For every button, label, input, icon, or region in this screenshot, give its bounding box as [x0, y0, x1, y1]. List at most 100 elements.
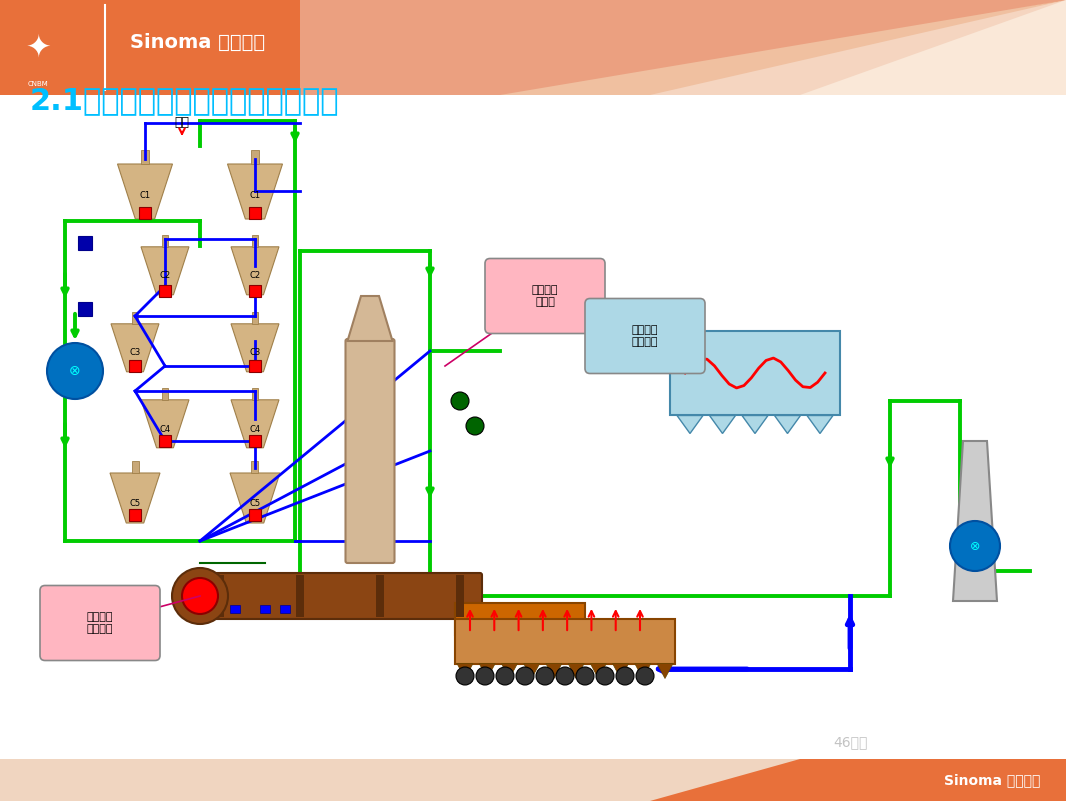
Bar: [141, 151, 149, 164]
Text: 其他废弃
物处置点: 其他废弃 物处置点: [86, 612, 113, 634]
Polygon shape: [650, 759, 1066, 801]
Polygon shape: [231, 324, 279, 372]
Polygon shape: [231, 247, 279, 295]
FancyBboxPatch shape: [455, 618, 675, 663]
Circle shape: [456, 667, 474, 685]
Circle shape: [477, 667, 494, 685]
Polygon shape: [591, 663, 607, 678]
Text: C5: C5: [249, 498, 260, 508]
Circle shape: [496, 667, 514, 685]
Bar: [159, 285, 171, 297]
Bar: [260, 605, 270, 613]
Bar: [159, 435, 171, 447]
Circle shape: [636, 667, 655, 685]
Polygon shape: [480, 663, 496, 678]
Polygon shape: [348, 296, 392, 341]
Bar: [296, 575, 304, 617]
FancyBboxPatch shape: [671, 331, 840, 416]
Bar: [131, 461, 139, 473]
Circle shape: [616, 667, 634, 685]
Text: C3: C3: [129, 348, 141, 357]
Polygon shape: [500, 0, 1066, 95]
Text: 液态废弃
物处置点: 液态废弃 物处置点: [632, 325, 658, 347]
Bar: [230, 605, 240, 613]
Circle shape: [536, 667, 554, 685]
Bar: [78, 236, 92, 250]
Text: C5: C5: [129, 498, 141, 508]
Polygon shape: [231, 400, 279, 448]
Polygon shape: [457, 663, 473, 678]
FancyBboxPatch shape: [585, 299, 705, 373]
Polygon shape: [657, 663, 673, 678]
Bar: [376, 575, 384, 617]
Circle shape: [950, 521, 1000, 571]
Text: CNBM: CNBM: [28, 81, 48, 87]
Text: 生料: 生料: [175, 116, 190, 130]
Polygon shape: [141, 400, 189, 448]
Bar: [456, 575, 464, 617]
FancyBboxPatch shape: [0, 759, 1066, 801]
Polygon shape: [650, 0, 1066, 95]
Text: 2.1、水泥窑协同处置废物投加位置: 2.1、水泥窑协同处置废物投加位置: [30, 87, 339, 115]
Text: C4: C4: [249, 425, 260, 433]
Polygon shape: [110, 473, 160, 523]
Bar: [252, 151, 259, 164]
Text: C2: C2: [160, 272, 171, 280]
Bar: [162, 235, 168, 247]
Polygon shape: [230, 473, 280, 523]
Bar: [129, 360, 141, 372]
Bar: [139, 207, 151, 219]
Polygon shape: [111, 324, 159, 372]
Text: C4: C4: [160, 425, 171, 433]
Polygon shape: [568, 663, 584, 678]
FancyBboxPatch shape: [198, 573, 482, 619]
Polygon shape: [117, 164, 173, 219]
Bar: [252, 235, 258, 247]
Text: ⊗: ⊗: [970, 540, 981, 553]
Circle shape: [172, 568, 228, 624]
Polygon shape: [807, 416, 833, 433]
Text: C2: C2: [249, 272, 260, 280]
Circle shape: [576, 667, 594, 685]
Bar: [78, 302, 92, 316]
Polygon shape: [501, 663, 517, 678]
Text: 工业污泥
处置点: 工业污泥 处置点: [532, 285, 559, 307]
Polygon shape: [300, 0, 1066, 95]
Polygon shape: [800, 0, 1066, 95]
Polygon shape: [613, 663, 629, 678]
Bar: [249, 435, 261, 447]
Circle shape: [516, 667, 534, 685]
Bar: [249, 509, 261, 521]
Polygon shape: [141, 247, 189, 295]
Bar: [129, 509, 141, 521]
Polygon shape: [546, 663, 562, 678]
Bar: [252, 461, 258, 473]
Polygon shape: [227, 164, 282, 219]
Bar: [252, 388, 258, 400]
Circle shape: [451, 392, 469, 410]
Bar: [249, 285, 261, 297]
Bar: [216, 575, 224, 617]
Bar: [249, 360, 261, 372]
Circle shape: [556, 667, 574, 685]
Text: C3: C3: [249, 348, 260, 357]
Circle shape: [182, 578, 219, 614]
Bar: [280, 605, 290, 613]
Bar: [162, 388, 168, 400]
FancyBboxPatch shape: [345, 339, 394, 563]
Polygon shape: [775, 416, 801, 433]
Text: Sinoma 中材国际: Sinoma 中材国际: [943, 773, 1040, 787]
Polygon shape: [710, 416, 736, 433]
Text: C1: C1: [140, 191, 150, 200]
Text: C1: C1: [249, 191, 260, 200]
Polygon shape: [742, 416, 768, 433]
Bar: [131, 312, 139, 324]
Text: 46危废: 46危废: [833, 735, 867, 749]
Text: Sinoma 中材国际: Sinoma 中材国际: [130, 33, 265, 52]
FancyBboxPatch shape: [485, 259, 605, 333]
Bar: [252, 312, 258, 324]
FancyBboxPatch shape: [0, 0, 1066, 95]
Circle shape: [596, 667, 614, 685]
Polygon shape: [523, 663, 539, 678]
FancyBboxPatch shape: [455, 603, 585, 635]
